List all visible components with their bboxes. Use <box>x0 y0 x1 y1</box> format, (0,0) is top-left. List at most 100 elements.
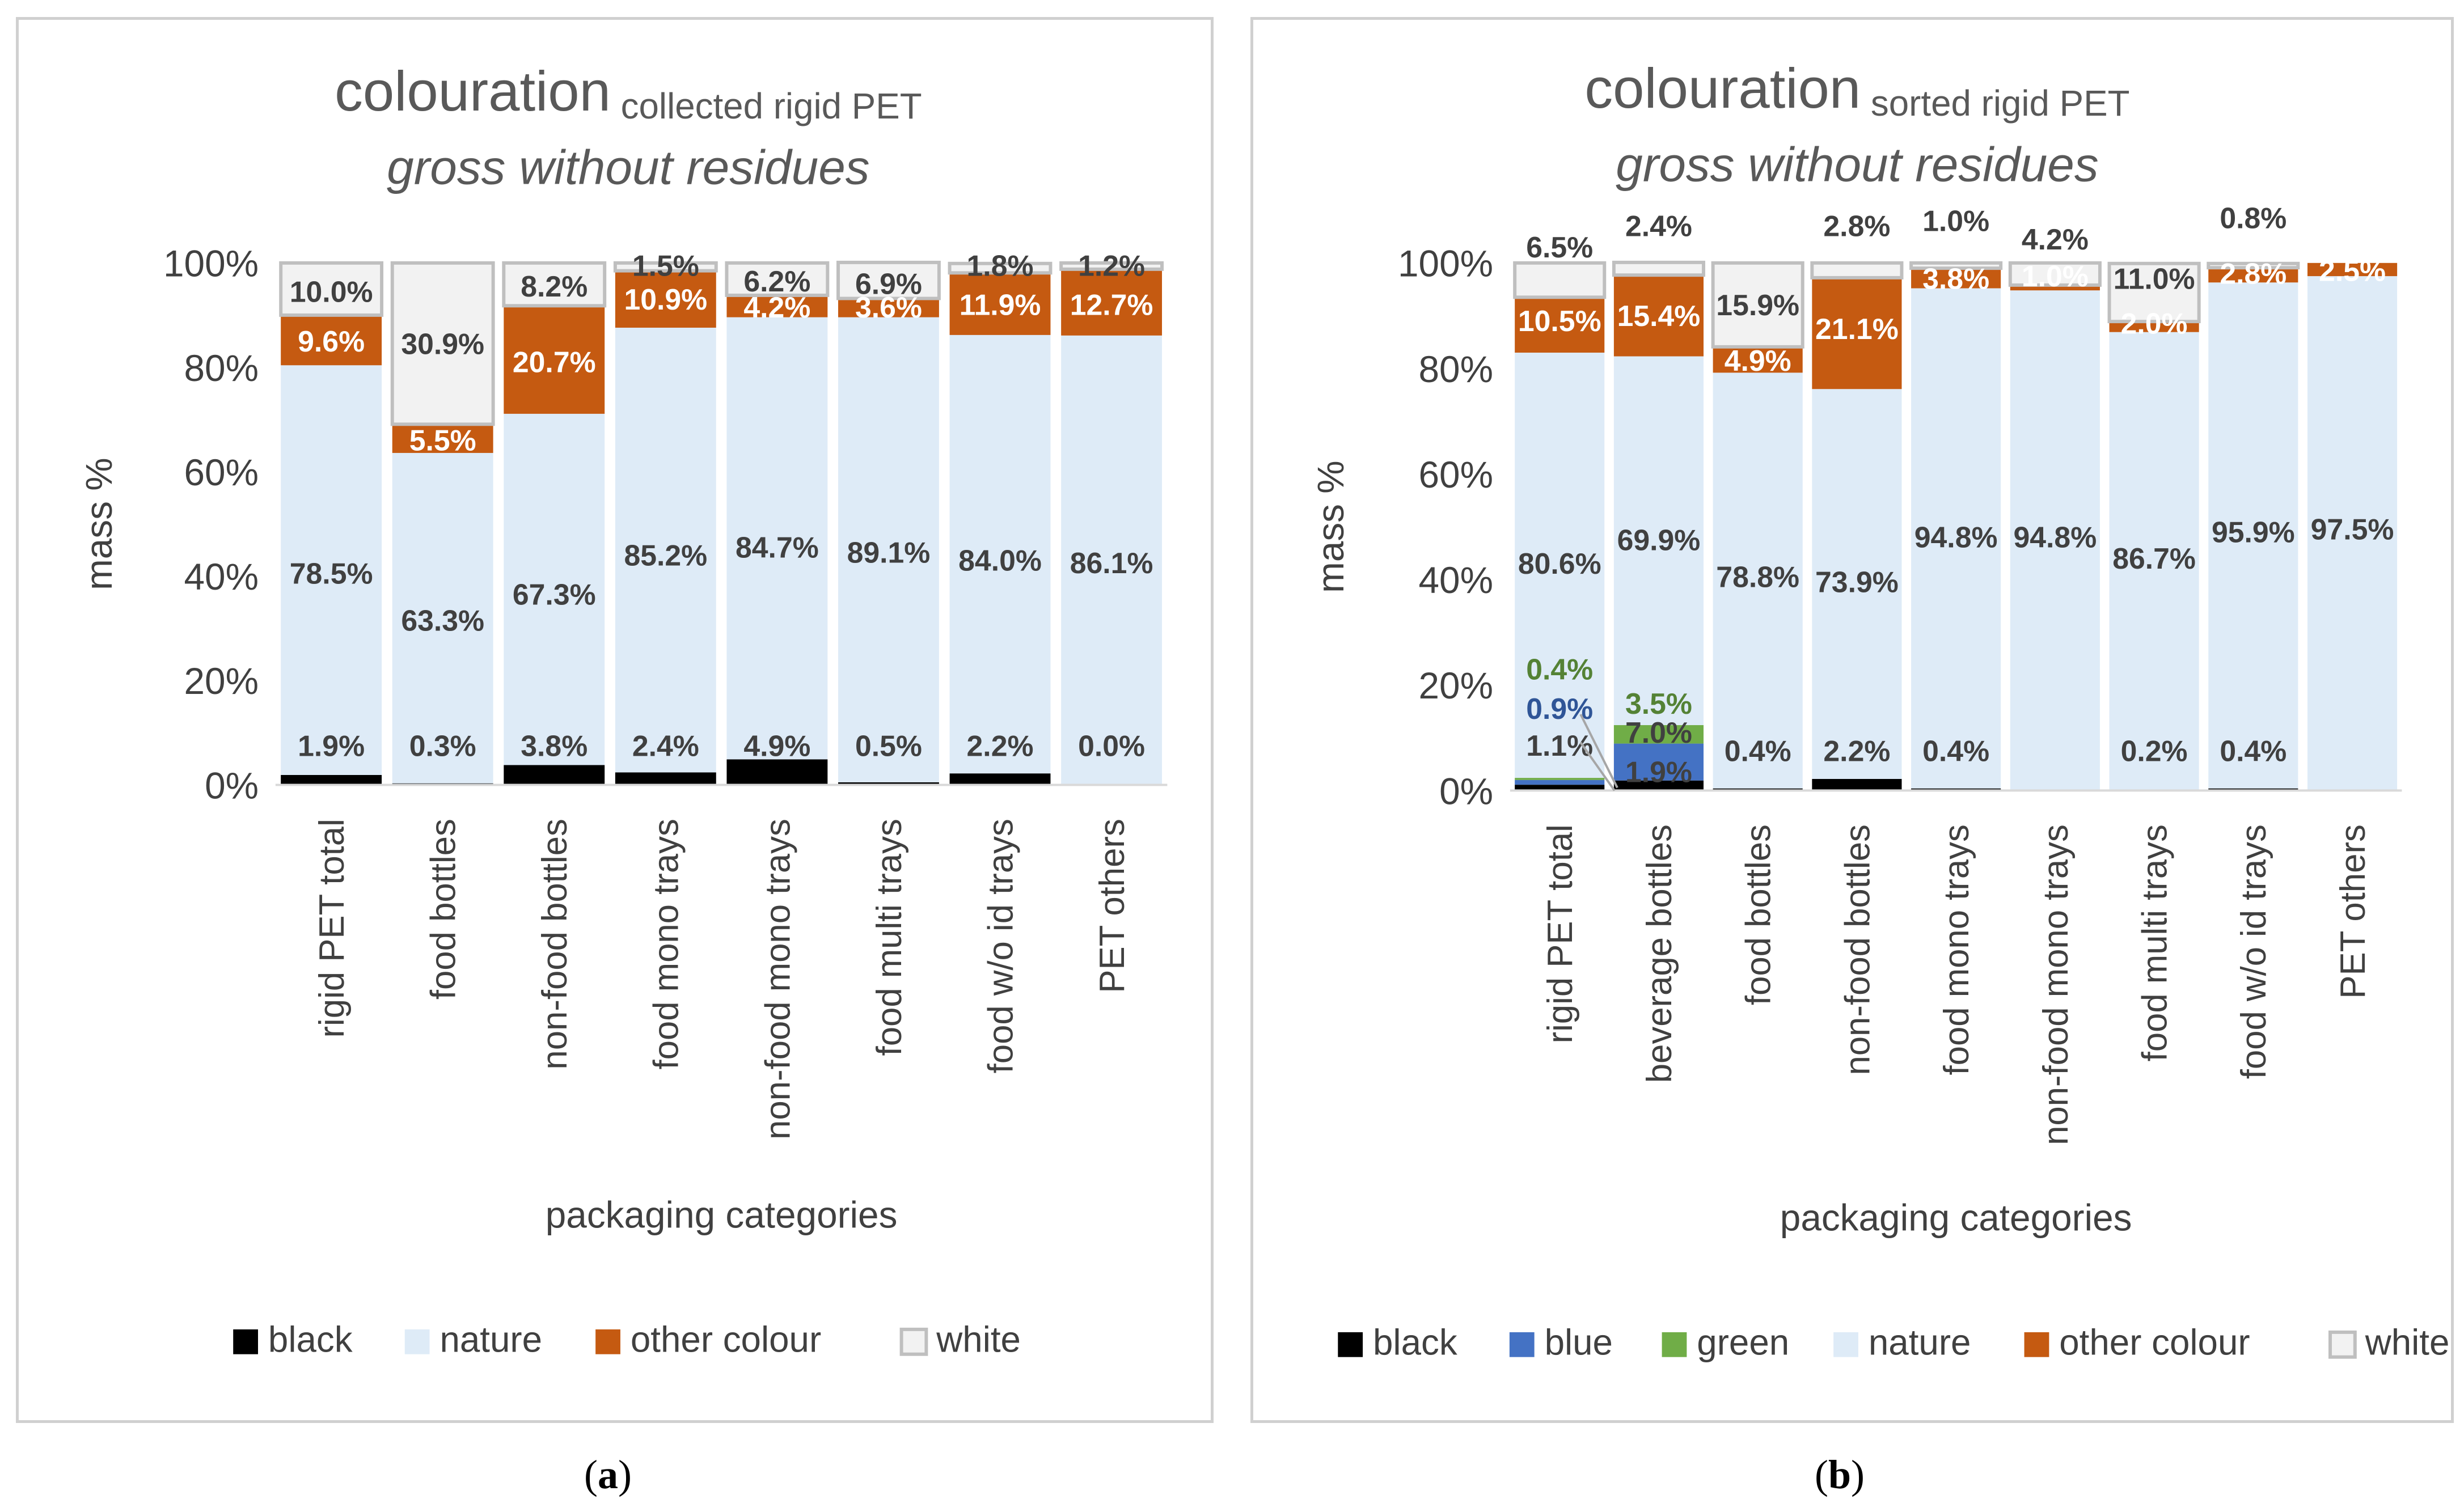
x-axis-label: packaging categories <box>546 1195 898 1236</box>
bar-segment-white <box>1612 260 1705 277</box>
chart-subtitle: gross without residues <box>1616 138 2098 192</box>
data-label-other-colour: 2.8% <box>2220 257 2287 290</box>
chart-panel-a: colouration collected rigid PET gross wit… <box>16 17 1214 1423</box>
data-label-black: 1.9% <box>298 729 365 762</box>
x-tick-label: PET others <box>1093 819 1132 993</box>
data-label-nature: 94.8% <box>2013 521 2097 554</box>
data-label-black: 0.4% <box>1725 735 1791 768</box>
x-axis-label: packaging categories <box>1780 1197 2132 1239</box>
bar-segment-nature <box>504 413 605 765</box>
bar-segment-white <box>1711 261 1804 349</box>
data-label-nature: 80.6% <box>1518 547 1601 580</box>
title-main: colouration <box>1584 57 1861 120</box>
legend-swatch-other-colour <box>2024 1332 2049 1357</box>
data-label-black: 0.4% <box>2220 735 2287 768</box>
data-label-nature: 63.3% <box>401 604 484 637</box>
bar-segment-white <box>725 261 830 297</box>
bar-segment-nature <box>1613 356 1704 726</box>
data-label-nature: 78.8% <box>1716 560 1799 593</box>
data-label-other-colour: 4.2% <box>743 291 810 324</box>
data-label-nature: 86.1% <box>1070 547 1153 579</box>
bar-segment-green <box>1613 725 1704 744</box>
legend-swatch-other-colour <box>595 1329 620 1354</box>
data-label-nature: 78.5% <box>290 557 373 590</box>
x-tick-label: rigid PET total <box>312 819 352 1037</box>
data-label-other-colour: 2.0% <box>2121 307 2188 340</box>
data-label-other-colour: 2.5% <box>2319 255 2386 287</box>
chart-b: colouration sorted rigid PET gross withou… <box>1310 57 2450 1363</box>
data-label-white: 1.2% <box>1078 249 1145 282</box>
chart-subtitle: gross without residues <box>387 141 869 194</box>
y-tick-label: 0% <box>205 765 259 806</box>
data-label-nature: 94.8% <box>1914 521 1998 554</box>
legend-swatch-blue <box>1509 1332 1535 1357</box>
bar-segment-nature <box>2109 332 2199 790</box>
data-label-white: 6.2% <box>743 265 810 298</box>
data-label-other-colour: 12.7% <box>1070 288 1153 321</box>
bar-segment-white <box>502 261 607 308</box>
bar-segment-white <box>1810 261 1904 279</box>
x-tick-label: food multi trays <box>2135 824 2174 1061</box>
data-label-white: 2.8% <box>1823 210 1890 243</box>
data-label-other-colour: 9.6% <box>298 325 365 358</box>
data-label-white: 1.5% <box>632 249 699 282</box>
bar-segment-white <box>2207 261 2300 270</box>
legend-label-other-colour: other colour <box>2059 1323 2250 1363</box>
data-label-nature: 95.9% <box>2212 515 2295 548</box>
data-label-black: 0.4% <box>1922 735 1989 768</box>
bar-segment-other-colour <box>1713 346 1803 373</box>
y-tick-label: 100% <box>163 243 259 285</box>
legend-swatch-black <box>1338 1332 1363 1357</box>
x-tick-label: non-food mono trays <box>758 819 797 1140</box>
data-label-white: 30.9% <box>401 327 484 360</box>
data-label-black: 2.2% <box>1823 735 1890 768</box>
legend-swatch-white <box>899 1327 928 1356</box>
bar-segment-black <box>281 774 382 785</box>
bar-segment-nature <box>838 317 939 782</box>
y-tick-label: 40% <box>184 556 259 598</box>
bar-segment-white <box>1513 261 1607 299</box>
data-label-white: 4.2% <box>2022 223 2089 256</box>
bar-segment-other-colour <box>949 273 1051 335</box>
bar-segment-nature <box>281 365 382 775</box>
data-label-other-colour: 10.5% <box>1518 304 1601 337</box>
x-tick-label: food bottles <box>424 819 463 999</box>
legend-label-black: black <box>1373 1323 1457 1363</box>
bar-segment-black <box>1812 778 1902 791</box>
bar-segment-other-colour <box>1911 268 2001 289</box>
bar-segment-nature <box>2010 290 2100 791</box>
bar-segment-nature <box>1515 353 1605 778</box>
y-tick-label: 100% <box>1398 243 1493 285</box>
legend-label-nature: nature <box>439 1320 542 1360</box>
bar-segment-other-colour <box>2109 321 2199 332</box>
bar-segment-white <box>948 261 1053 275</box>
legend-label-white: white <box>2365 1323 2450 1363</box>
data-label-other-colour: 15.4% <box>1617 299 1701 332</box>
data-label-nature: 69.9% <box>1617 523 1701 556</box>
data-label-black: 2.4% <box>632 729 699 762</box>
y-axis-label: mass % <box>1310 460 1351 593</box>
data-label-other-colour: 4.9% <box>1725 344 1791 377</box>
bar-segment-other-colour <box>1812 277 1902 389</box>
data-label-black: 0.3% <box>409 729 476 762</box>
bar-segment-black <box>838 782 939 785</box>
bar-segment-other-colour <box>1061 269 1163 336</box>
caption-a: (a) <box>584 1452 632 1497</box>
bar-segment-other-colour <box>1515 297 1605 353</box>
legend-label-other-colour: other colour <box>631 1320 821 1360</box>
data-label-nature: 85.2% <box>624 539 707 571</box>
data-label-white: 15.9% <box>1716 289 1799 321</box>
legend-label-nature: nature <box>1869 1323 1971 1363</box>
bar-segment-white <box>390 261 495 426</box>
bar-segment-black <box>504 765 605 785</box>
bar-segment-other-colour <box>1613 275 1704 357</box>
data-label-nature: 73.9% <box>1815 566 1899 599</box>
bar-segment-other-colour <box>2208 268 2298 283</box>
x-tick-label: rigid PET total <box>1541 824 1580 1043</box>
data-label-nature: 84.0% <box>958 544 1042 577</box>
data-label-other-colour: 1.0% <box>2022 260 2089 293</box>
data-label-blue: 7.0% <box>1625 716 1692 749</box>
bar-segment-other-colour <box>504 306 605 414</box>
x-tick-label: non-food mono trays <box>2036 824 2076 1145</box>
legend-label-blue: blue <box>1545 1323 1613 1363</box>
